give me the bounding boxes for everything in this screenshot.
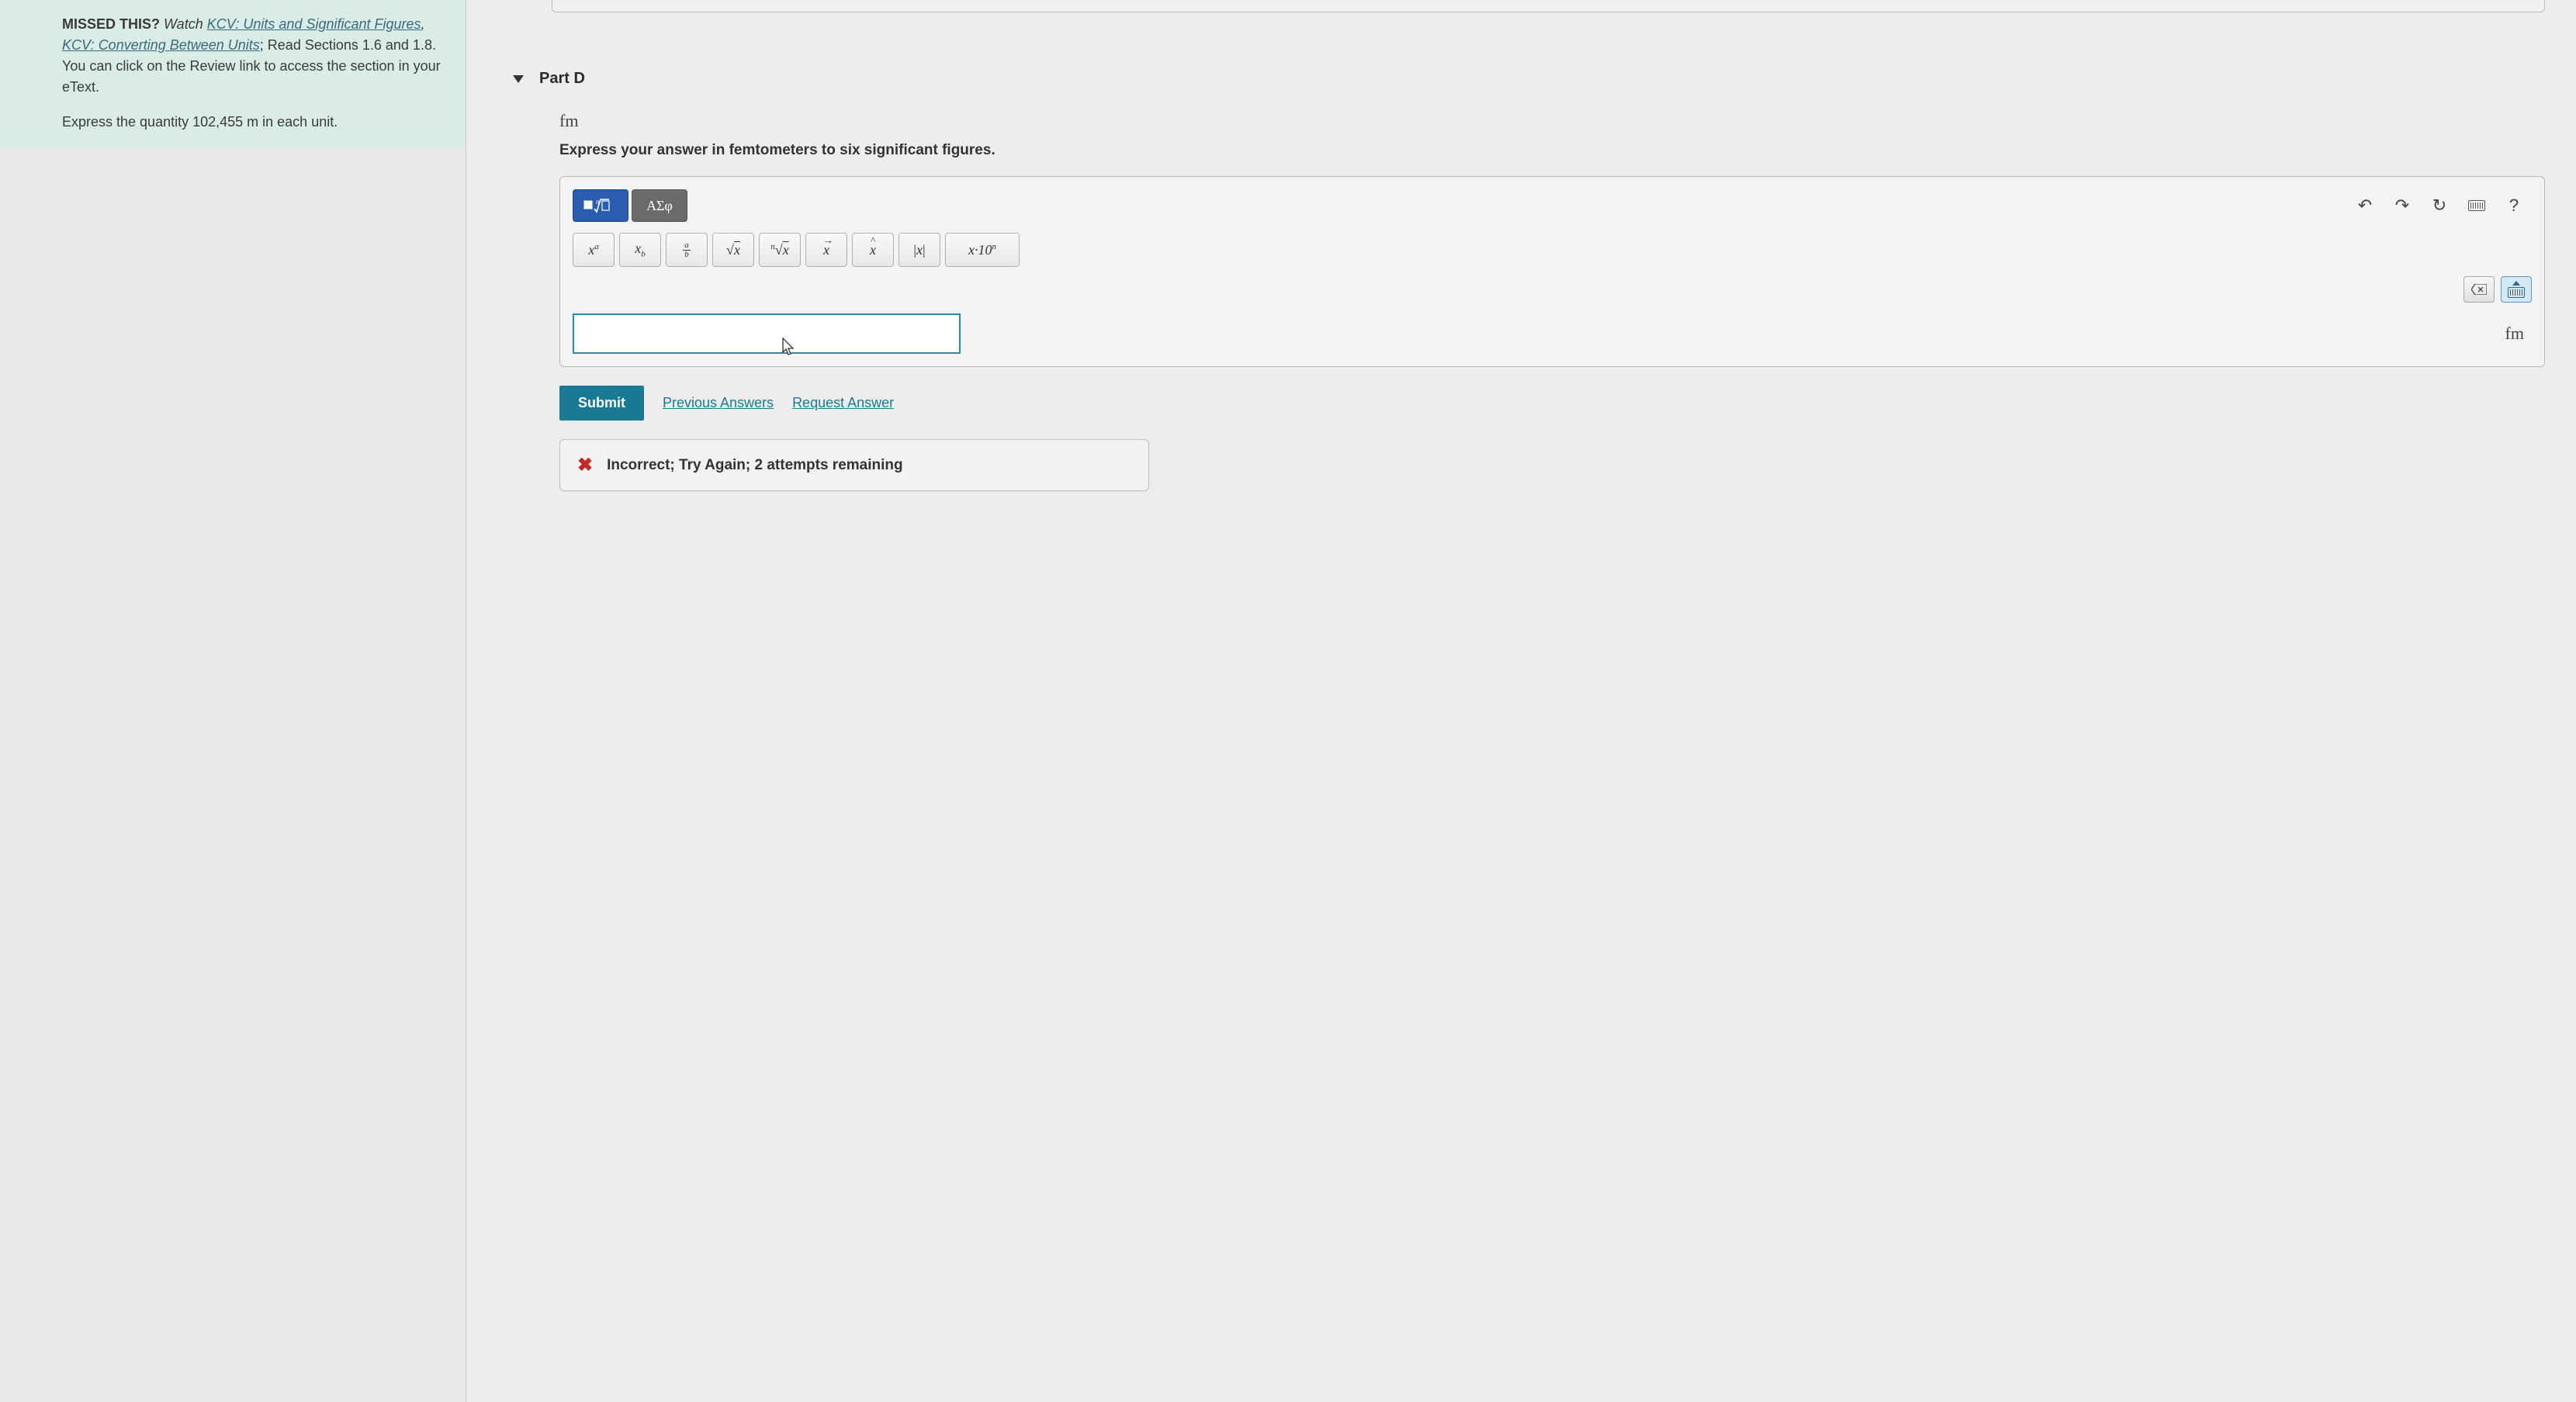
toolbar-small — [573, 276, 2532, 303]
reset-icon[interactable]: ↻ — [2428, 194, 2451, 217]
submit-button[interactable]: Submit — [559, 386, 644, 421]
right-panel: Part D fm Express your answer in femtome… — [466, 0, 2576, 1402]
toolbar-templates: xa xb ab √x n√x x→ x^ |x| x·10n — [573, 233, 2532, 267]
hint-watch: Watch — [160, 16, 207, 32]
hint-prefix: MISSED THIS? — [62, 16, 160, 32]
btn-superscript[interactable]: xa — [573, 233, 615, 267]
part-title: Part D — [539, 70, 585, 88]
hint-box: MISSED THIS? Watch KCV: Units and Signif… — [0, 0, 466, 148]
answer-input[interactable] — [573, 313, 961, 354]
action-row: Submit Previous Answers Request Answer — [559, 386, 2545, 421]
answer-row: fm — [573, 313, 2532, 354]
incorrect-icon: ✖ — [577, 454, 593, 476]
tab-greek-letters[interactable]: ΑΣφ — [632, 189, 687, 222]
question-text: Express the quantity 102,455 m in each u… — [62, 112, 447, 133]
toolbar-right-icons: ↶ ↷ ↻ ? — [2353, 194, 2532, 217]
undo-icon[interactable]: ↶ — [2353, 194, 2377, 217]
btn-vector[interactable]: x→ — [805, 233, 847, 267]
part-header[interactable]: Part D — [513, 70, 2545, 88]
unit-label: fm — [559, 111, 2545, 131]
hint-link-1[interactable]: KCV: Units and Significant Figures — [207, 16, 421, 32]
keyboard-toggle-icon[interactable] — [2501, 276, 2532, 303]
backspace-icon[interactable] — [2463, 276, 2495, 303]
request-answer-link[interactable]: Request Answer — [792, 395, 894, 411]
previous-answers-link[interactable]: Previous Answers — [663, 395, 774, 411]
hint-link-2[interactable]: KCV: Converting Between Units — [62, 37, 260, 53]
tab-group: n ΑΣφ — [573, 189, 687, 222]
hint-comma: , — [421, 16, 425, 32]
previous-part-box — [552, 0, 2545, 12]
math-template-icon: n — [583, 196, 618, 215]
collapse-icon[interactable] — [513, 75, 524, 83]
btn-sqrt[interactable]: √x — [712, 233, 754, 267]
tab-math-templates[interactable]: n — [573, 189, 628, 222]
btn-hat[interactable]: x^ — [852, 233, 894, 267]
toolbar-top: n ΑΣφ ↶ ↷ ↻ ? — [573, 189, 2532, 222]
btn-subscript[interactable]: xb — [619, 233, 661, 267]
btn-fraction[interactable]: ab — [666, 233, 708, 267]
feedback-box: ✖ Incorrect; Try Again; 2 attempts remai… — [559, 439, 1149, 491]
btn-abs[interactable]: |x| — [898, 233, 940, 267]
feedback-text: Incorrect; Try Again; 2 attempts remaini… — [607, 457, 903, 474]
redo-icon[interactable]: ↷ — [2391, 194, 2414, 217]
instruction-text: Express your answer in femtometers to si… — [559, 142, 2545, 159]
answer-unit-suffix: fm — [2505, 324, 2532, 344]
equation-editor: n ΑΣφ ↶ ↷ ↻ ? xa xb — [559, 176, 2545, 367]
left-panel: MISSED THIS? Watch KCV: Units and Signif… — [0, 0, 466, 1402]
btn-scientific[interactable]: x·10n — [945, 233, 1020, 267]
btn-nthroot[interactable]: n√x — [759, 233, 801, 267]
keyboard-icon[interactable] — [2465, 194, 2488, 217]
help-icon[interactable]: ? — [2502, 194, 2526, 217]
part-content: fm Express your answer in femtometers to… — [559, 111, 2545, 491]
